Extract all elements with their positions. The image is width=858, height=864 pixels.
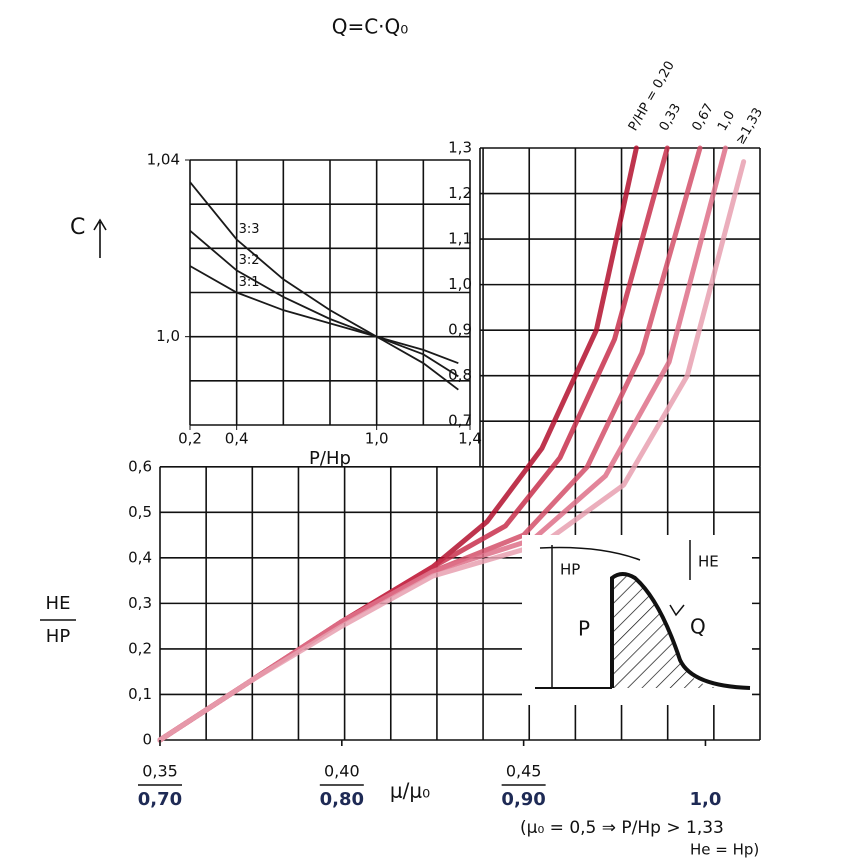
series-line (157, 159, 747, 743)
flow-arrow (669, 604, 685, 617)
x-axis-label: μ/μ₀ (390, 779, 430, 803)
weir-profile (610, 572, 751, 690)
x-tick-label: 0,90 (501, 789, 545, 810)
water-surface (539, 546, 641, 561)
x-tick-label: 1,4 (458, 430, 482, 448)
y-tick-label: 0,5 (128, 503, 152, 521)
x2-tick-label: 0,45 (506, 762, 542, 781)
y-tick-label: 0,2 (128, 639, 152, 657)
x-tick-label: 0,70 (138, 789, 182, 810)
y-tick-label: 1,04 (147, 151, 180, 169)
y-tick-label: 0,8 (448, 366, 472, 384)
series-label: 3:3 (239, 222, 260, 237)
y-tick-label: 1,2 (448, 184, 472, 202)
y-tick-label: 0,4 (128, 548, 152, 566)
marks (157, 145, 747, 743)
x-tick-label: 0,2 (178, 430, 202, 448)
weir-body (612, 574, 720, 688)
y-tick-label: 0,3 (128, 594, 152, 612)
x-tick-label: 1,0 (365, 430, 389, 448)
y-tick-label: 0,6 (128, 457, 152, 475)
series-line (189, 265, 459, 365)
x-tick-label: 0,4 (225, 430, 249, 448)
series-label: 3:2 (239, 253, 260, 268)
y-axis-label: HE (46, 593, 71, 614)
series-label: 3:1 (239, 275, 260, 290)
sketch-label: HP (560, 561, 580, 579)
title: Q=C·Q₀ (332, 15, 409, 39)
series-line (189, 229, 459, 378)
x-tick-label: 1,0 (690, 789, 722, 810)
x2-tick-label: 0,35 (142, 762, 178, 781)
y-tick-label: 1,3 (448, 139, 472, 157)
sketch-label: P (578, 617, 590, 641)
series-line (189, 181, 459, 391)
y-tick-label: 1,1 (448, 230, 472, 248)
y-tick-label: 0,9 (448, 321, 472, 339)
x2-tick-label: 0,40 (324, 762, 360, 781)
y-axis-label: C (70, 215, 85, 240)
y-axis-arrow (93, 218, 107, 258)
sketch-label: HE (698, 553, 719, 571)
weir-sketch: HP HE P Q (522, 535, 752, 705)
sketch-label: Q (690, 615, 706, 639)
y-tick-label: 1,0 (156, 327, 180, 345)
y-axis-label: HP (46, 626, 71, 647)
note: He = Hp) (690, 841, 759, 859)
y-tick-label: 0 (142, 731, 152, 749)
y-tick-label: 0,1 (128, 685, 152, 703)
y-tick-label: 0,7 (448, 412, 472, 430)
y-tick-label: 1,0 (448, 275, 472, 293)
x-axis-label: P/Hp (309, 448, 351, 469)
note: (μ₀ = 0,5 ⇒ P/Hp > 1,33 (520, 818, 724, 838)
x-tick-label: 0,80 (320, 789, 364, 810)
